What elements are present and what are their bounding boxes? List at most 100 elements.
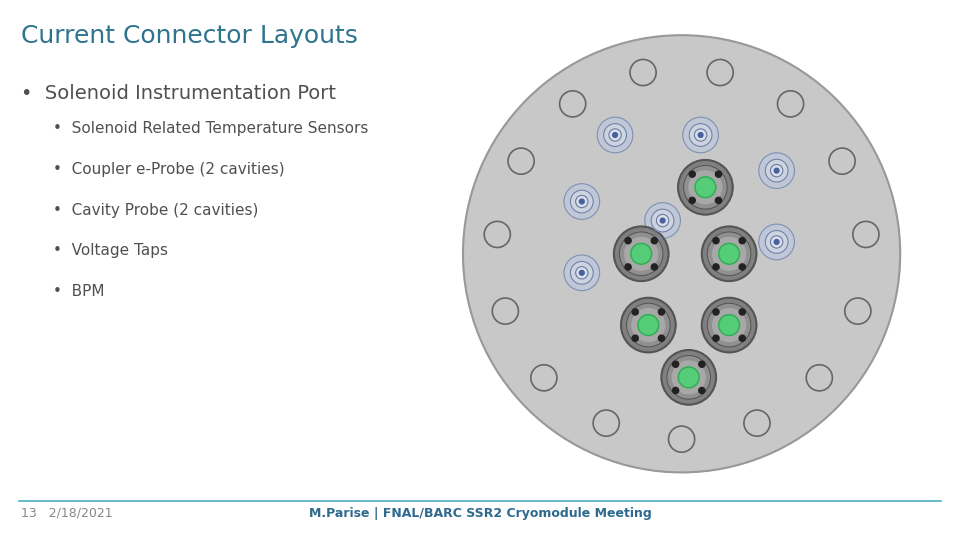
Circle shape: [702, 226, 756, 281]
Text: M.Parise | FNAL/BARC SSR2 Cryomodule Meeting: M.Parise | FNAL/BARC SSR2 Cryomodule Mee…: [308, 507, 652, 519]
Circle shape: [713, 309, 719, 315]
Circle shape: [657, 214, 669, 227]
Circle shape: [712, 238, 746, 270]
Circle shape: [758, 153, 795, 188]
Text: 13   2/18/2021: 13 2/18/2021: [21, 507, 112, 519]
Circle shape: [699, 387, 705, 394]
Text: •  Solenoid Related Temperature Sensors: • Solenoid Related Temperature Sensors: [53, 122, 369, 137]
Circle shape: [668, 426, 695, 452]
Circle shape: [570, 261, 593, 284]
Circle shape: [771, 236, 782, 248]
Circle shape: [673, 387, 679, 394]
Circle shape: [695, 177, 716, 198]
Text: •  Cavity Probe (2 cavities): • Cavity Probe (2 cavities): [53, 202, 258, 218]
Circle shape: [564, 255, 600, 291]
Text: •  Coupler e-Probe (2 cavities): • Coupler e-Probe (2 cavities): [53, 162, 284, 177]
Circle shape: [806, 364, 832, 391]
Circle shape: [645, 202, 681, 238]
Text: •  BPM: • BPM: [53, 284, 105, 299]
Circle shape: [715, 197, 722, 204]
Text: Current Connector Layouts: Current Connector Layouts: [21, 24, 358, 48]
Circle shape: [627, 303, 670, 347]
Circle shape: [683, 117, 718, 153]
Circle shape: [619, 232, 663, 275]
Circle shape: [560, 91, 586, 117]
Circle shape: [625, 238, 631, 244]
Circle shape: [613, 226, 668, 281]
Circle shape: [852, 221, 879, 247]
Circle shape: [715, 171, 722, 177]
Circle shape: [719, 315, 739, 335]
Circle shape: [667, 355, 710, 399]
Circle shape: [597, 117, 633, 153]
Circle shape: [679, 367, 699, 388]
Circle shape: [684, 165, 728, 209]
Circle shape: [673, 361, 679, 367]
Circle shape: [508, 148, 534, 174]
Circle shape: [708, 303, 751, 347]
Circle shape: [531, 364, 557, 391]
Circle shape: [778, 91, 804, 117]
Circle shape: [492, 298, 518, 324]
Circle shape: [765, 231, 788, 253]
Circle shape: [659, 335, 664, 341]
Circle shape: [651, 238, 658, 244]
Circle shape: [632, 335, 638, 341]
Circle shape: [580, 271, 585, 275]
Circle shape: [708, 59, 733, 85]
Circle shape: [678, 160, 732, 214]
Circle shape: [694, 129, 707, 141]
Circle shape: [580, 199, 585, 204]
Circle shape: [631, 244, 652, 264]
Circle shape: [708, 232, 751, 275]
Circle shape: [744, 410, 770, 436]
Circle shape: [689, 171, 695, 177]
Circle shape: [689, 197, 695, 204]
Circle shape: [564, 184, 600, 219]
Circle shape: [739, 335, 745, 341]
Circle shape: [660, 218, 665, 223]
Circle shape: [604, 124, 627, 146]
Circle shape: [651, 264, 658, 270]
Circle shape: [661, 350, 716, 404]
Circle shape: [713, 335, 719, 341]
Circle shape: [625, 264, 631, 270]
Circle shape: [463, 35, 900, 473]
Circle shape: [712, 309, 746, 341]
Circle shape: [699, 361, 705, 367]
Circle shape: [713, 238, 719, 244]
Circle shape: [702, 298, 756, 353]
Circle shape: [698, 133, 703, 137]
Circle shape: [593, 410, 619, 436]
Circle shape: [739, 238, 745, 244]
Circle shape: [758, 224, 795, 260]
Circle shape: [775, 240, 779, 244]
Text: •  Solenoid Instrumentation Port: • Solenoid Instrumentation Port: [21, 84, 336, 103]
Circle shape: [630, 59, 656, 85]
Circle shape: [612, 133, 617, 137]
Circle shape: [576, 195, 588, 208]
Circle shape: [771, 165, 782, 177]
Circle shape: [689, 124, 712, 146]
Circle shape: [739, 264, 745, 270]
Circle shape: [689, 171, 722, 204]
Circle shape: [609, 129, 621, 141]
Circle shape: [632, 309, 638, 315]
Circle shape: [632, 309, 664, 341]
Circle shape: [765, 159, 788, 182]
Circle shape: [713, 264, 719, 270]
Circle shape: [576, 267, 588, 279]
Circle shape: [775, 168, 779, 173]
Circle shape: [829, 148, 855, 174]
Circle shape: [625, 238, 658, 270]
Circle shape: [621, 298, 676, 353]
Circle shape: [659, 309, 664, 315]
Text: •  Voltage Taps: • Voltage Taps: [53, 243, 168, 258]
Circle shape: [672, 361, 706, 394]
Circle shape: [739, 309, 745, 315]
Circle shape: [845, 298, 871, 324]
Circle shape: [719, 244, 739, 264]
Circle shape: [484, 221, 511, 247]
Circle shape: [651, 209, 674, 232]
Circle shape: [570, 190, 593, 213]
